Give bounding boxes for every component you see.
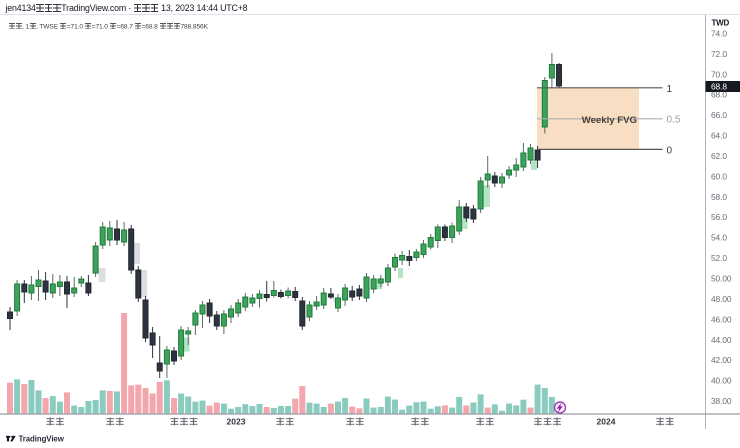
svg-text:54.0: 54.0 bbox=[711, 233, 727, 243]
svg-text:58.0: 58.0 bbox=[711, 192, 727, 202]
svg-text:68.8: 68.8 bbox=[711, 82, 727, 92]
svg-text:66.0: 66.0 bbox=[711, 110, 727, 120]
svg-text:1: 1 bbox=[667, 84, 673, 95]
svg-text:50.00: 50.00 bbox=[711, 274, 732, 284]
svg-text:TWD: TWD bbox=[712, 19, 730, 28]
svg-text:56.0: 56.0 bbox=[711, 212, 727, 222]
svg-text:TradingView: TradingView bbox=[19, 434, 65, 443]
svg-text:64.0: 64.0 bbox=[711, 131, 727, 141]
svg-text:42.00: 42.00 bbox=[711, 355, 732, 365]
svg-text:38.00: 38.00 bbox=[711, 396, 732, 406]
svg-text:52.0: 52.0 bbox=[711, 253, 727, 263]
svg-text:68.0: 68.0 bbox=[711, 90, 727, 100]
svg-text:44.00: 44.00 bbox=[711, 335, 732, 345]
svg-text:62.0: 62.0 bbox=[711, 151, 727, 161]
svg-text:46.00: 46.00 bbox=[711, 314, 732, 324]
svg-text:60.0: 60.0 bbox=[711, 171, 727, 181]
svg-text:0.5: 0.5 bbox=[667, 115, 681, 126]
svg-text:70.0: 70.0 bbox=[711, 69, 727, 79]
svg-text:48.00: 48.00 bbox=[711, 294, 732, 304]
svg-text:2023: 2023 bbox=[227, 417, 246, 427]
svg-text:2024: 2024 bbox=[597, 417, 616, 427]
svg-text:0: 0 bbox=[667, 145, 673, 156]
svg-text:74.0: 74.0 bbox=[711, 29, 727, 39]
svg-text:40.00: 40.00 bbox=[711, 376, 732, 386]
svg-text:Weekly FVG: Weekly FVG bbox=[582, 115, 637, 126]
svg-text:72.0: 72.0 bbox=[711, 49, 727, 59]
